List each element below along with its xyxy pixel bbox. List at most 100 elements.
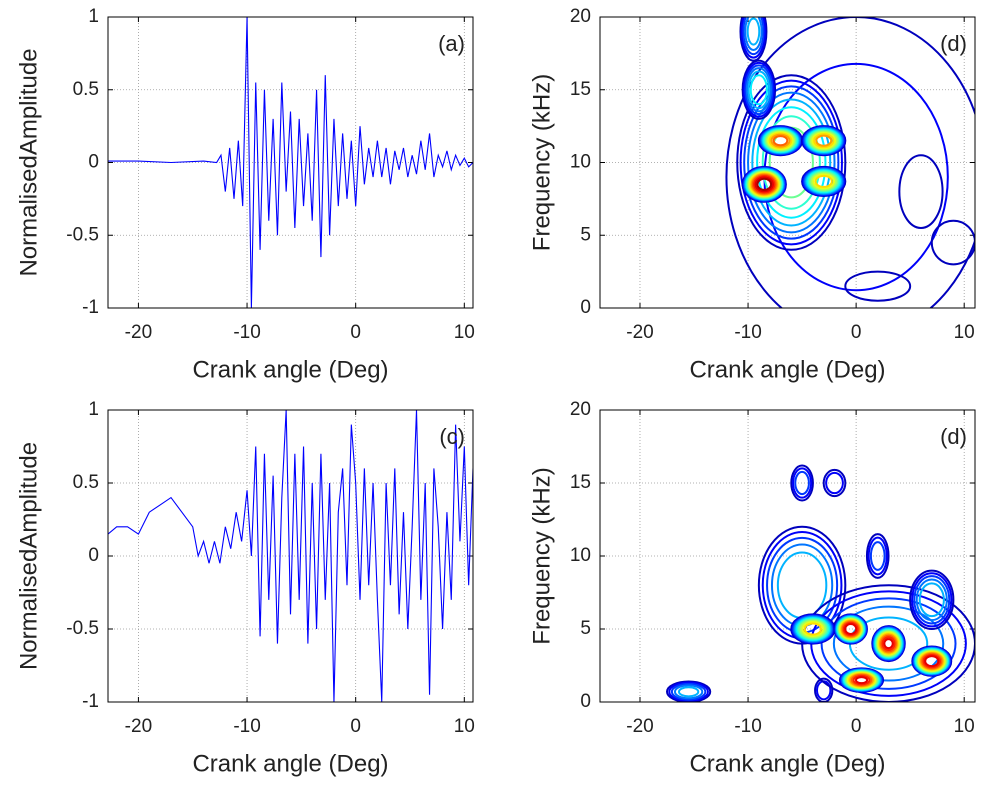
y-tick-label: 5	[580, 618, 591, 639]
y-tick-label: 0	[88, 545, 99, 566]
contour-ring	[666, 680, 712, 702]
y-tick-label: 0	[580, 691, 591, 712]
y-tick-label: 0.5	[73, 79, 99, 100]
contour-ring	[746, 17, 761, 46]
contour-ring	[844, 623, 858, 635]
contour-ring	[815, 134, 833, 147]
y-tick-label: 20	[570, 399, 591, 420]
contour-ring	[869, 541, 886, 571]
contour-ring	[673, 684, 704, 700]
x-tick-label: 10	[454, 716, 475, 737]
x-axis-label: Crank angle (Deg)	[689, 356, 885, 383]
x-tick-label: -20	[125, 322, 152, 343]
y-axis-label: Frequency (kHz)	[528, 467, 555, 644]
contour-ring	[736, 74, 847, 251]
contour-ring	[921, 652, 943, 670]
x-tick-label: 10	[954, 322, 975, 343]
contour-ring	[922, 653, 942, 669]
contour-ring	[810, 172, 837, 191]
x-tick-label: 0	[350, 322, 361, 343]
contour-ring	[739, 79, 843, 246]
contour-ring	[725, 17, 975, 308]
contour-ring	[741, 59, 777, 120]
contour-ring	[820, 597, 957, 690]
contour-ring	[809, 130, 838, 151]
contour-ring	[742, 17, 765, 56]
contour-ring	[768, 132, 793, 149]
contour-ring	[911, 572, 953, 628]
signal-line	[108, 17, 473, 308]
contour-ring	[880, 634, 897, 653]
plot-content	[108, 410, 473, 702]
subplot: -20 -10 0 10 -1 -0.5 0 0.5 1 (a) Crank angle (Deg)…	[15, 6, 475, 383]
y-tick-label: 15	[570, 79, 591, 100]
x-tick-label: 10	[954, 716, 975, 737]
contour-ring	[854, 676, 869, 685]
axes-frame	[107, 16, 474, 309]
y-tick-label: 1	[88, 399, 99, 420]
contour-ring	[841, 620, 860, 638]
contour-ring	[677, 686, 700, 698]
contour-ring	[842, 621, 859, 637]
contour-ring	[809, 171, 839, 192]
contour-ring	[747, 70, 771, 110]
y-tick-label: 0	[88, 152, 99, 173]
contour-ring	[751, 174, 777, 195]
contour-ring	[743, 85, 840, 240]
contour-ring	[825, 471, 844, 495]
x-tick-label: -10	[734, 716, 761, 737]
annotation: (d)	[940, 31, 967, 56]
y-tick-label: 10	[570, 545, 591, 566]
x-tick-label: 0	[851, 716, 862, 737]
contour-ring	[756, 106, 827, 219]
contour-ring	[865, 533, 890, 579]
subplot: -20 -10 0 10 0 5 10 15 20 (d) Crank angle (Deg) Fre…	[528, 6, 976, 383]
contour-ring	[753, 175, 776, 194]
contour-ring	[803, 622, 823, 636]
contour-ring	[799, 619, 827, 639]
y-tick-label: 20	[570, 6, 591, 27]
axes-frame	[599, 16, 976, 309]
contour-ring	[749, 74, 768, 106]
y-tick-label: 10	[570, 152, 591, 173]
contour-ring	[740, 17, 767, 59]
annotation: (c)	[439, 424, 465, 449]
x-tick-label: -20	[626, 716, 653, 737]
contour-ring	[930, 219, 975, 266]
annotation: (d)	[940, 424, 967, 449]
y-tick-label: 0.5	[73, 472, 99, 493]
y-tick-label: -1	[82, 297, 99, 318]
contour-ring	[751, 98, 832, 227]
annotation: (a)	[438, 31, 465, 56]
contour-ring	[668, 681, 709, 702]
y-axis-label: NormalisedAmplitude	[15, 48, 42, 276]
contour-ring	[814, 174, 833, 188]
contour-ring	[772, 135, 789, 147]
contour-ring	[832, 605, 945, 682]
contour-ring	[739, 17, 768, 62]
contour-ring	[812, 173, 836, 190]
contour-ring	[898, 154, 944, 229]
contour-ring	[744, 17, 763, 51]
x-tick-label: 0	[350, 716, 361, 737]
contour-ring	[852, 674, 871, 686]
contour-ring	[745, 67, 772, 113]
contour-ring	[883, 638, 894, 650]
y-tick-label: 1	[88, 6, 99, 27]
x-axis-label: Crank angle (Deg)	[192, 356, 388, 383]
y-tick-label: -0.5	[66, 618, 99, 639]
x-tick-label: 10	[454, 322, 475, 343]
contour-ring	[754, 176, 774, 193]
contour-ring	[790, 464, 814, 502]
contour-ring	[909, 569, 955, 630]
plot-content	[108, 17, 473, 308]
contour-ring	[744, 64, 774, 116]
contour-ring	[756, 177, 773, 191]
plot-content	[725, 17, 975, 308]
contour-ring	[792, 467, 813, 499]
contour-ring	[801, 621, 825, 637]
contour-ring	[767, 131, 794, 150]
contour-ring	[794, 470, 810, 496]
signal-line	[108, 410, 473, 702]
